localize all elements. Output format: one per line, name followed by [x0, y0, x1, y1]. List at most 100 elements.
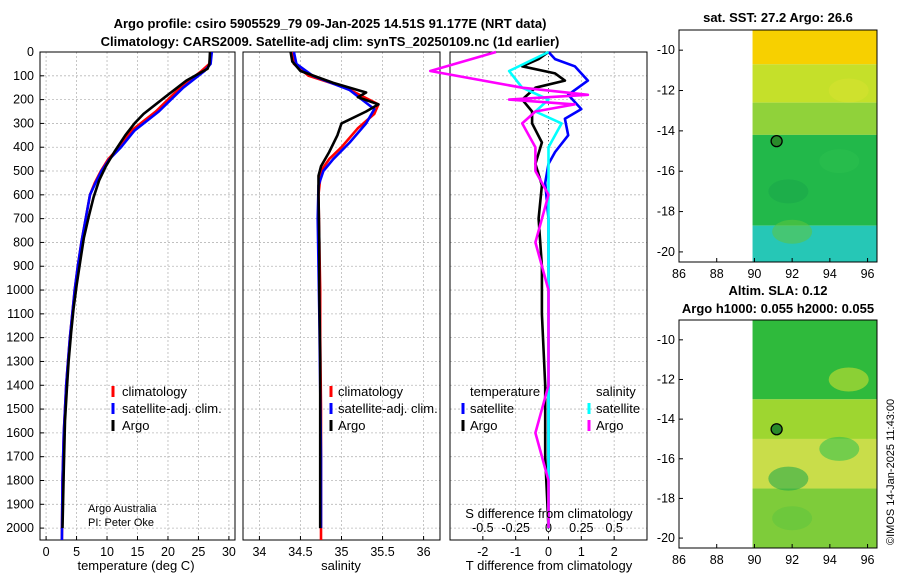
temperature-legend: climatology satellite-adj. clim. Argo — [111, 384, 222, 433]
figure-title-line2: Climatology: CARS2009. Satellite-adj cli… — [101, 34, 560, 49]
legend-header-salinity: salinity — [596, 384, 636, 399]
x-tick-label: 25 — [191, 545, 205, 559]
legend-label-climatology: climatology — [122, 384, 188, 399]
y-tick-label: 500 — [13, 164, 34, 178]
legend-label-satellite: satellite-adj. clim. — [338, 401, 438, 416]
map-field-blob — [819, 149, 860, 174]
map-field-band — [752, 225, 877, 262]
y-tick-label: 2000 — [6, 521, 34, 535]
difference-xlabel: T difference from climatology — [466, 558, 633, 573]
temperature-xlabel: temperature (deg C) — [77, 558, 194, 573]
y-tick-label: 1300 — [6, 354, 34, 368]
sst-map-panel: 86 88 90 92 94 96 -10 -12 -14 -16 -18 -20 — [657, 29, 878, 281]
y-tick-label: 1600 — [6, 426, 34, 440]
salinity-legend: climatology satellite-adj. clim. Argo — [329, 384, 438, 433]
y-tick-label: 1200 — [6, 331, 34, 345]
map-field-blob — [819, 436, 860, 461]
x-tick-label: 0 — [43, 545, 50, 559]
sla-map-subtitle: Argo h1000: 0.055 h2000: 0.055 — [682, 301, 874, 316]
s-tick-label: -0.5 — [472, 521, 494, 535]
x-tick-label: 86 — [672, 553, 686, 567]
x-tick-label: 0 — [545, 545, 552, 559]
x-tick-label: 30 — [222, 545, 236, 559]
y-tick-label: 700 — [13, 212, 34, 226]
sla-map-title: Altim. SLA: 0.12 — [729, 283, 828, 298]
salinity-xlabel: salinity — [321, 558, 361, 573]
x-tick-label: 34.5 — [288, 545, 312, 559]
map-field-blob — [768, 179, 809, 204]
y-tick-label: 100 — [13, 69, 34, 83]
y-tick-label: 400 — [13, 140, 34, 154]
legend-label-s-satellite: satellite — [596, 401, 640, 416]
y-tick-label: -10 — [657, 43, 675, 57]
x-tick-label: 88 — [710, 553, 724, 567]
s-tick-label: 0.25 — [569, 521, 593, 535]
y-tick-label: 1000 — [6, 283, 34, 297]
map-field-blob — [772, 219, 813, 244]
difference-legend: temperature satellite Argo salinity sate… — [461, 384, 640, 433]
y-tick-label: 1400 — [6, 378, 34, 392]
legend-label-s-argo: Argo — [596, 418, 623, 433]
x-tick-label: 90 — [747, 553, 761, 567]
legend-label-t-argo: Argo — [470, 418, 497, 433]
map-field-blob — [768, 466, 809, 491]
legend-header-temperature: temperature — [470, 384, 540, 399]
salinity-profile-panel: 34 34.5 35 35.5 36 — [242, 51, 441, 559]
series-line-t-argo — [520, 50, 567, 529]
y-tick-label: -14 — [657, 124, 675, 138]
s-tick-label: 0.5 — [605, 521, 622, 535]
y-tick-label: -16 — [657, 164, 675, 178]
map-field-band — [752, 30, 877, 65]
y-tick-label: 1500 — [6, 402, 34, 416]
y-tick-label: -16 — [657, 452, 675, 466]
x-tick-label: 88 — [710, 267, 724, 281]
y-tick-label: -10 — [657, 333, 675, 347]
x-tick-label: 94 — [823, 553, 837, 567]
credit-line-1: Argo Australia — [88, 503, 157, 515]
x-tick-label: 36 — [417, 545, 431, 559]
y-tick-label: 200 — [13, 93, 34, 107]
y-tick-label: -12 — [657, 372, 675, 386]
series-line-climatology — [60, 51, 212, 541]
figure-title-line1: Argo profile: csiro 5905529_79 09-Jan-20… — [114, 16, 547, 31]
legend-label-t-satellite: satellite — [470, 401, 514, 416]
x-tick-label: 15 — [131, 545, 145, 559]
y-tick-label: -18 — [657, 491, 675, 505]
x-tick-label: 5 — [73, 545, 80, 559]
x-tick-label: 20 — [161, 545, 175, 559]
x-tick-label: 34 — [252, 545, 266, 559]
map-field-band — [752, 399, 877, 439]
map-frame — [678, 29, 878, 263]
x-tick-label: 90 — [747, 267, 761, 281]
y-tick-label: -14 — [657, 412, 675, 426]
sla-map-panel: 86 88 90 92 94 96 -10 -12 -14 -16 -18 -20 — [657, 319, 878, 567]
y-tick-label: 800 — [13, 235, 34, 249]
x-tick-label: 96 — [861, 267, 875, 281]
x-tick-label: -1 — [510, 545, 521, 559]
sst-map-title: sat. SST: 27.2 Argo: 26.6 — [703, 10, 853, 25]
imos-timestamp: ©IMOS 14-Jan-2025 11:43:00 — [885, 399, 897, 545]
credit-line-2: PI: Peter Oke — [88, 517, 154, 529]
x-tick-label: 1 — [578, 545, 585, 559]
y-tick-label: 1800 — [6, 473, 34, 487]
y-tick-label: -20 — [657, 531, 675, 545]
x-tick-label: -2 — [477, 545, 488, 559]
x-tick-label: 92 — [785, 553, 799, 567]
y-tick-label: 1100 — [7, 307, 34, 321]
map-frame — [678, 319, 878, 549]
y-tick-label: 1700 — [6, 450, 34, 464]
difference-xlabel2: S difference from climatology — [465, 506, 633, 521]
map-field-band — [752, 134, 877, 226]
x-tick-label: 2 — [611, 545, 618, 559]
s-tick-label: -0.25 — [501, 521, 530, 535]
map-field-band — [752, 102, 877, 135]
map-field-blob — [828, 78, 869, 103]
series-line-argo — [61, 51, 212, 529]
x-tick-label: 35 — [335, 545, 349, 559]
x-tick-label: 35.5 — [370, 545, 394, 559]
y-tick-label: -12 — [657, 84, 675, 98]
x-tick-label: 94 — [823, 267, 837, 281]
x-tick-label: 86 — [672, 267, 686, 281]
